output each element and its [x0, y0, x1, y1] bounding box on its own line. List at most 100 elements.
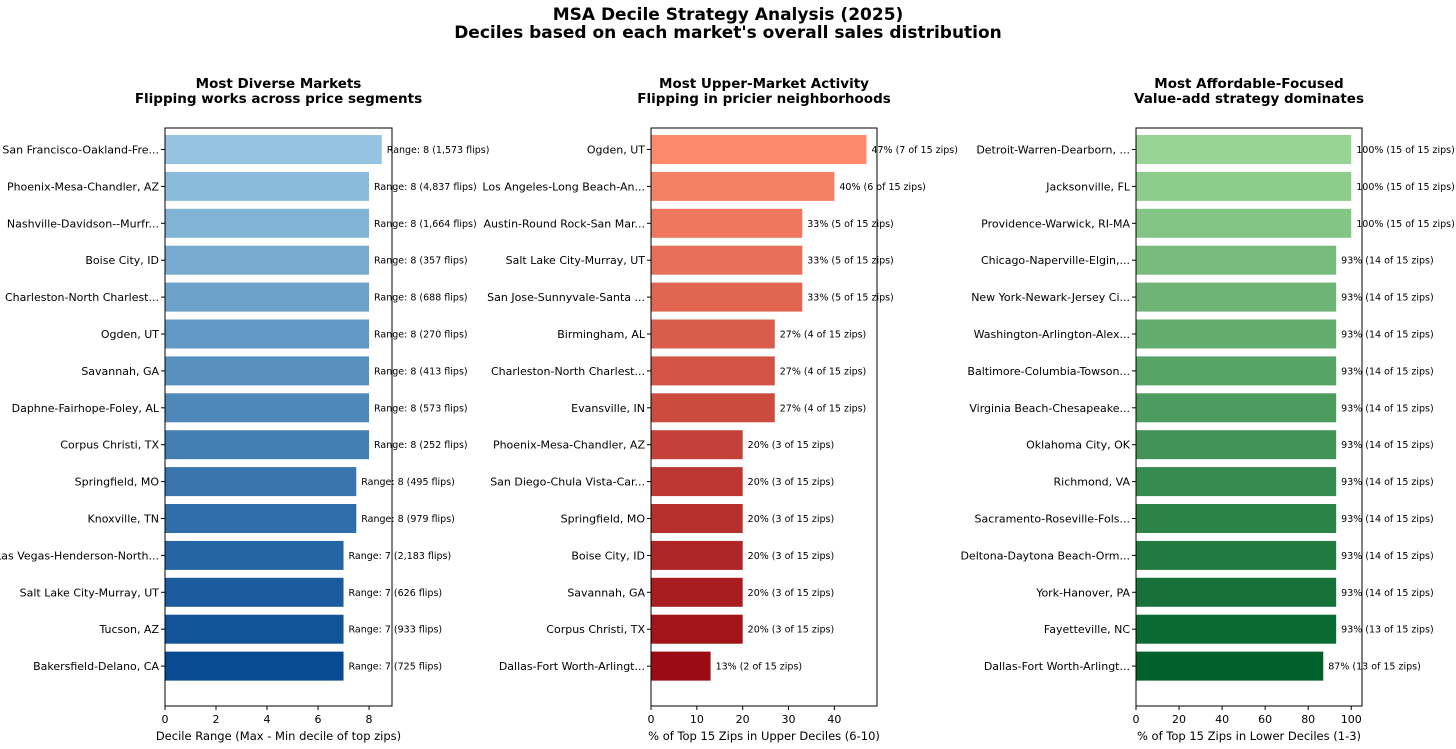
axes-frame [650, 127, 878, 707]
category-label: Jacksonville, FL [1045, 180, 1131, 193]
bar-value-label: 93% (14 of 15 zips) [1341, 293, 1434, 304]
category-label: Ogden, UT [587, 144, 645, 157]
bar [651, 282, 803, 312]
bar-value-label: 93% (14 of 15 zips) [1341, 330, 1434, 341]
x-axis-label: % of Top 15 Zips in Upper Deciles (6-10) [648, 729, 880, 743]
bar-value-label: 20% (3 of 15 zips) [748, 440, 835, 451]
bar-value-label: Range: 8 (357 flips) [374, 256, 468, 267]
x-tick-label: 60 [1258, 713, 1272, 726]
bar-value-label: Range: 8 (1,573 flips) [387, 145, 490, 156]
panel-title: Most Affordable-Focused [1154, 76, 1343, 92]
category-label: Evansville, IN [571, 402, 645, 415]
category-label: Chicago-Naperville-Elgin,... [981, 254, 1130, 267]
bar-value-label: Range: 8 (495 flips) [361, 477, 455, 488]
x-tick-label: 8 [366, 713, 373, 726]
bar [651, 135, 867, 164]
bar-value-label: 93% (14 of 15 zips) [1341, 551, 1434, 562]
bar-value-label: 93% (14 of 15 zips) [1341, 366, 1434, 377]
category-label: Corpus Christi, TX [60, 439, 159, 452]
bar [165, 135, 382, 164]
figure-title-line1: MSA Decile Strategy Analysis (2025) [553, 5, 904, 25]
category-label: Fayetteville, NC [1044, 623, 1130, 636]
bar [165, 577, 344, 607]
bar-value-label: Range: 8 (4,837 flips) [374, 182, 477, 193]
category-label: Salt Lake City-Murray, UT [20, 586, 160, 599]
bar [1136, 467, 1337, 497]
category-label: York-Hanover, PA [1035, 586, 1130, 599]
bar-value-label: Range: 8 (688 flips) [374, 293, 468, 304]
category-label: Springfield, MO [75, 476, 160, 489]
bar-value-label: 27% (4 of 15 zips) [780, 330, 867, 341]
x-tick-label: 100 [1341, 713, 1362, 726]
bar [165, 614, 344, 644]
category-label: Phoenix-Mesa-Chandler, AZ [493, 439, 646, 452]
bar [165, 282, 370, 312]
bar [651, 614, 743, 644]
category-label: Phoenix-Mesa-Chandler, AZ [7, 180, 160, 193]
bar [1136, 651, 1324, 681]
bar [651, 577, 743, 607]
category-label: San Jose-Sunnyvale-Santa ... [487, 291, 645, 304]
category-label: Deltona-Daytona Beach-Orm... [960, 549, 1130, 562]
x-tick-label: 0 [1133, 713, 1140, 726]
bar-value-label: Range: 8 (413 flips) [374, 366, 468, 377]
category-label: Detroit-Warren-Dearborn, ... [976, 144, 1130, 157]
bar [651, 171, 835, 201]
bar [651, 208, 803, 238]
x-tick-label: 10 [690, 713, 704, 726]
bar [651, 540, 743, 570]
bar-value-label: 27% (4 of 15 zips) [780, 403, 867, 414]
x-tick-label: 80 [1301, 713, 1315, 726]
category-label: Savannah, GA [81, 365, 159, 378]
category-label: Washington-Arlington-Alex... [974, 328, 1130, 341]
bar-value-label: 100% (15 of 15 zips) [1356, 145, 1455, 156]
bar-value-label: 47% (7 of 15 zips) [871, 145, 958, 156]
bar [1136, 171, 1352, 201]
bar [1136, 208, 1352, 238]
panel-subtitle: Flipping works across price segments [135, 91, 422, 107]
category-label: Daphne-Fairhope-Foley, AL [12, 402, 160, 415]
bar [165, 356, 370, 386]
category-label: Nashville-Davidson--Murfr... [7, 217, 159, 230]
axes-frame [1135, 127, 1363, 707]
category-label: Birmingham, AL [557, 328, 646, 341]
bar-value-label: 93% (14 of 15 zips) [1341, 588, 1434, 599]
bar [165, 171, 370, 201]
x-axis-label: % of Top 15 Zips in Lower Deciles (1-3) [1137, 729, 1361, 743]
bar-value-label: 93% (14 of 15 zips) [1341, 403, 1434, 414]
category-label: Knoxville, TN [88, 513, 159, 526]
bar-value-label: 33% (5 of 15 zips) [807, 293, 894, 304]
bar [651, 504, 743, 533]
bar-value-label: 27% (4 of 15 zips) [780, 366, 867, 377]
bar [651, 651, 711, 681]
category-label: Charleston-North Charlest... [491, 365, 645, 378]
bar [651, 245, 803, 275]
x-tick-label: 0 [648, 713, 655, 726]
axes-frame [164, 127, 393, 707]
category-label: San Diego-Chula Vista-Car... [490, 476, 645, 489]
bar [651, 430, 743, 460]
bar-value-label: 93% (14 of 15 zips) [1341, 256, 1434, 267]
bar-value-label: 87% (13 of 15 zips) [1328, 662, 1421, 673]
bar [1136, 245, 1337, 275]
category-label: Charleston-North Charlest... [5, 291, 159, 304]
bar-value-label: 20% (3 of 15 zips) [748, 588, 835, 599]
category-label: Salt Lake City-Murray, UT [506, 254, 646, 267]
bar [651, 393, 775, 423]
bar-value-label: Range: 8 (979 flips) [361, 514, 455, 525]
figure-title-line2: Deciles based on each market's overall s… [454, 23, 1002, 43]
category-label: Ogden, UT [101, 328, 159, 341]
bar [1136, 319, 1337, 349]
bar-value-label: Range: 7 (725 flips) [349, 662, 443, 673]
bar [1136, 282, 1337, 312]
bar [1136, 540, 1337, 570]
category-label: San Francisco-Oakland-Fre... [2, 144, 159, 157]
x-tick-label: 6 [315, 713, 322, 726]
category-label: Baltimore-Columbia-Towson... [967, 365, 1130, 378]
bar [651, 356, 775, 386]
bar-value-label: 20% (3 of 15 zips) [748, 514, 835, 525]
category-label: Dallas-Fort Worth-Arlingt... [984, 660, 1130, 673]
